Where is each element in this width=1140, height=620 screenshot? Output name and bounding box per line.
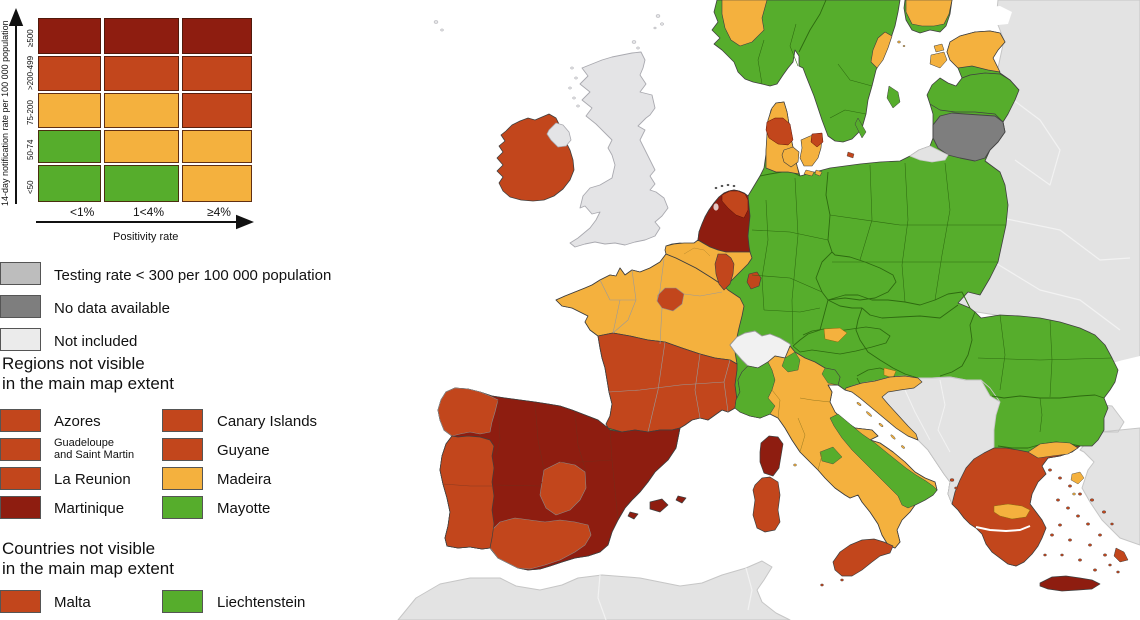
svg-text:<1%: <1%	[70, 205, 95, 219]
svg-text:Positivity rate: Positivity rate	[113, 231, 178, 243]
svg-text:75-200: 75-200	[26, 100, 35, 125]
svg-text:50-74: 50-74	[26, 139, 35, 160]
svg-text:<50: <50	[26, 180, 35, 194]
svg-text:≥4%: ≥4%	[207, 205, 231, 219]
svg-text:≥500: ≥500	[26, 29, 35, 47]
svg-text:>200-499: >200-499	[26, 55, 35, 90]
svg-text:1<4%: 1<4%	[133, 205, 164, 219]
svg-text:14-day notification rate per 1: 14-day notification rate per 100 000 pop…	[0, 20, 10, 206]
